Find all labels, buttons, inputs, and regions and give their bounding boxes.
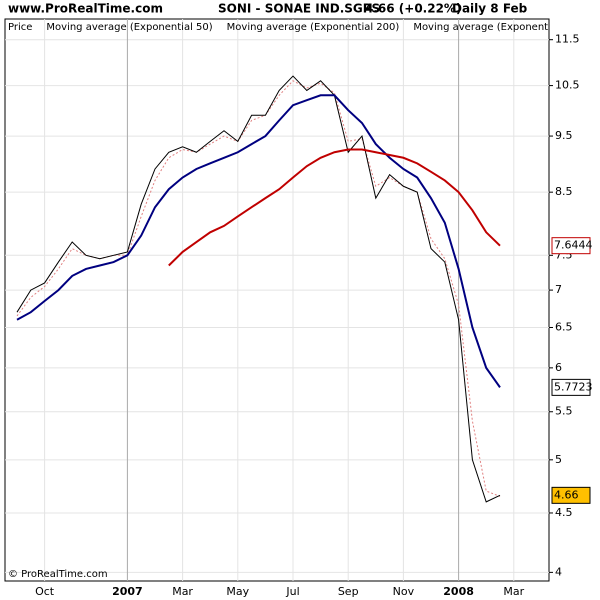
y-tick-label: 4.5: [555, 506, 573, 519]
y-tick-label: 7: [555, 283, 562, 296]
series-layer: [16, 75, 501, 503]
chart-title: SONI - SONAE IND.SGPS: [218, 2, 380, 16]
last-value-box: [551, 237, 591, 255]
y-tick-label: 5: [555, 453, 562, 466]
last-price: 4.66 (+0.22%): [365, 2, 461, 16]
y-tick-label: 8.5: [555, 185, 573, 198]
series-line: [168, 148, 501, 267]
y-tick-label: 9.5: [555, 129, 573, 142]
x-tick-label: 2007: [112, 585, 143, 598]
last-value-box: [551, 486, 591, 504]
y-tick-label: 5.5: [555, 405, 573, 418]
site-name: www.ProRealTime.com: [8, 2, 163, 16]
y-tick-label: 11.5: [555, 33, 580, 46]
footer: © ProRealTime.com: [8, 569, 108, 580]
x-tick-label: Nov: [393, 585, 415, 598]
last-value-box: [551, 378, 591, 396]
y-tick-label: 10.5: [555, 79, 580, 92]
plot-area: [4, 18, 550, 582]
x-tick-label: Sep: [338, 585, 359, 598]
x-tick-label: May: [226, 585, 249, 598]
x-tick-label: Oct: [35, 585, 55, 598]
x-tick-label: Mar: [172, 585, 193, 598]
y-tick-label: 6: [555, 361, 562, 374]
series-line: [16, 75, 501, 503]
y-tick-label: 4: [555, 565, 562, 578]
x-tick-label: 2008: [443, 585, 474, 598]
x-tick-label: Mar: [503, 585, 524, 598]
period: Daily 8 Feb: [452, 2, 528, 16]
legend: Price Moving average (Exponential 50) Movi…: [8, 22, 579, 33]
legend-entry: Moving average (Exponential 50): [46, 22, 212, 33]
series-line: [16, 94, 501, 388]
legend-entry: Price: [8, 22, 32, 33]
last-value-label: 4.66: [554, 488, 579, 501]
legend-entry: Moving average (Exponential 10): [413, 22, 579, 33]
last-value-label: 7.6444: [554, 239, 593, 252]
y-tick-label: 6.5: [555, 320, 573, 333]
legend-entry: Moving average (Exponential 200): [227, 22, 400, 33]
last-value-label: 5.7723: [554, 380, 593, 393]
x-tick-label: Jul: [285, 585, 299, 598]
